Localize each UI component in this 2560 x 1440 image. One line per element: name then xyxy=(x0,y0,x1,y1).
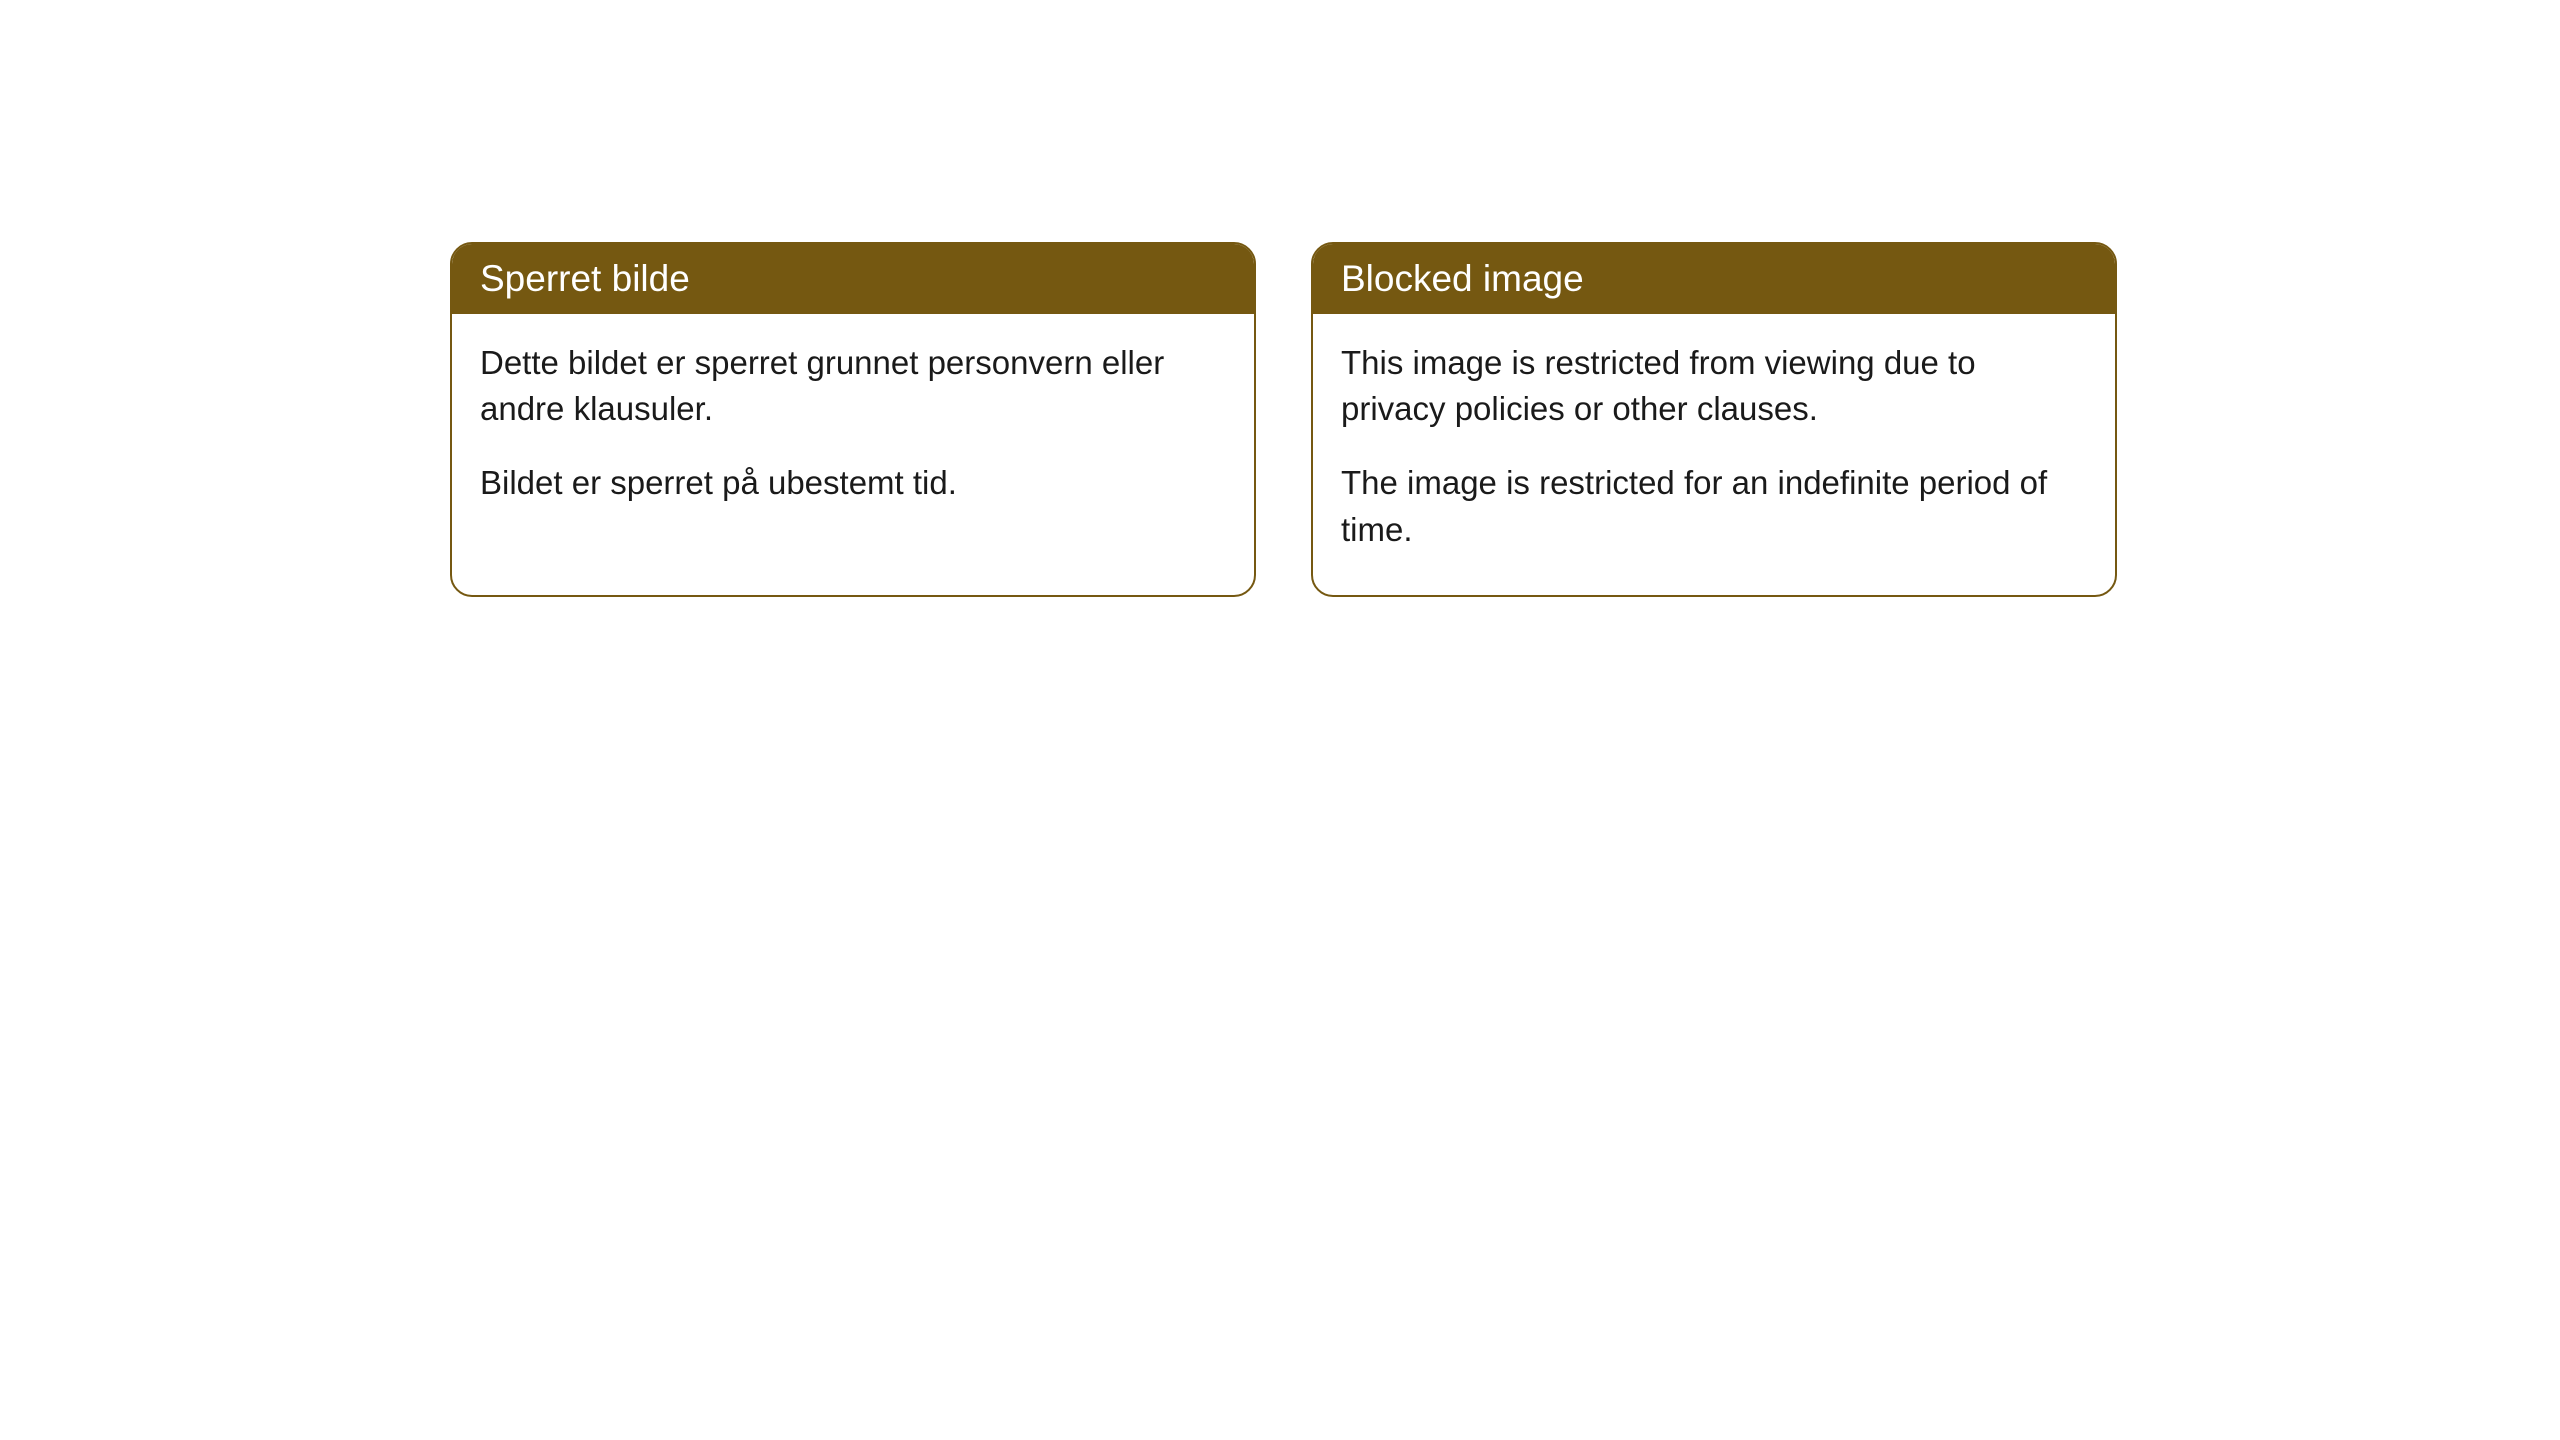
card-header: Sperret bilde xyxy=(452,244,1254,314)
notice-card-english: Blocked image This image is restricted f… xyxy=(1311,242,2117,597)
notice-card-norwegian: Sperret bilde Dette bildet er sperret gr… xyxy=(450,242,1256,597)
notice-cards-container: Sperret bilde Dette bildet er sperret gr… xyxy=(0,0,2560,597)
card-body: Dette bildet er sperret grunnet personve… xyxy=(452,314,1254,549)
card-body: This image is restricted from viewing du… xyxy=(1313,314,2115,595)
card-title: Blocked image xyxy=(1341,258,1584,299)
card-header: Blocked image xyxy=(1313,244,2115,314)
card-paragraph: This image is restricted from viewing du… xyxy=(1341,340,2087,432)
card-paragraph: Dette bildet er sperret grunnet personve… xyxy=(480,340,1226,432)
card-paragraph: Bildet er sperret på ubestemt tid. xyxy=(480,460,1226,506)
card-title: Sperret bilde xyxy=(480,258,690,299)
card-paragraph: The image is restricted for an indefinit… xyxy=(1341,460,2087,552)
